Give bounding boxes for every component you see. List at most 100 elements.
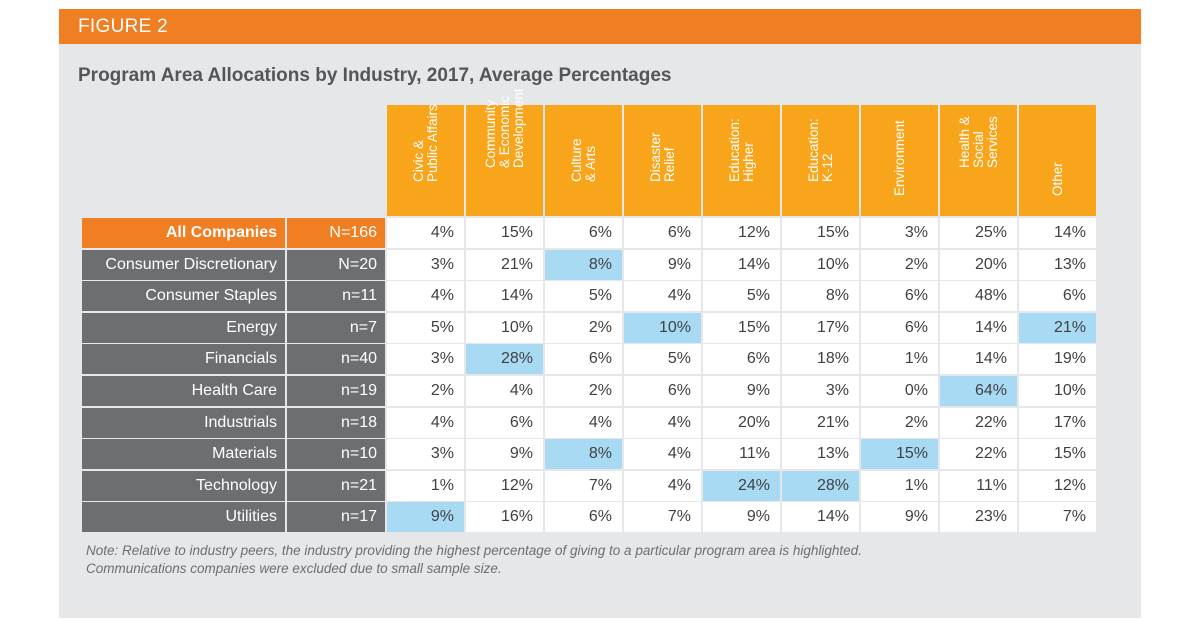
value-cell: 20% [703, 407, 780, 438]
value-cell: 4% [387, 218, 464, 248]
row-label: Energy [82, 312, 285, 343]
column-header: Disaster Relief [624, 105, 703, 216]
value-cell-highlighted: 28% [466, 344, 543, 375]
value-cell: 6% [545, 344, 622, 375]
column-header-label: Disaster Relief [647, 132, 677, 182]
row-sample-size: N=166 [287, 218, 385, 248]
value-cell: 10% [466, 312, 543, 343]
value-cell: 15% [1019, 439, 1096, 470]
value-cell: 4% [387, 281, 464, 312]
value-cell: 7% [624, 502, 701, 533]
value-cell: 14% [703, 249, 780, 280]
value-cell: 4% [624, 470, 701, 501]
column-header-label: Health & Social Services [956, 116, 1000, 168]
value-cell: 4% [624, 281, 701, 312]
value-cell: 4% [387, 407, 464, 438]
value-cell: 4% [624, 439, 701, 470]
value-cell: 14% [782, 502, 859, 533]
figure-panel: FIGURE 2 Program Area Allocations by Ind… [59, 9, 1141, 618]
chart-title: Program Area Allocations by Industry, 20… [78, 65, 672, 86]
value-cell: 23% [940, 502, 1017, 533]
allocation-table: Civic & Public Affairs Community & Economic… [82, 88, 1098, 533]
value-cell: 13% [1019, 249, 1096, 280]
column-header: Culture & Arts [545, 105, 624, 216]
value-cell: 11% [703, 439, 780, 470]
value-cell-highlighted: 8% [545, 439, 622, 470]
value-cell: 15% [782, 218, 859, 248]
note-line-2: Communications companies were excluded d… [86, 561, 502, 576]
value-cell: 19% [1019, 344, 1096, 375]
row-sample-size: N=20 [287, 249, 385, 280]
column-header: Environment [861, 105, 940, 216]
value-cell: 12% [1019, 470, 1096, 501]
value-cell: 12% [703, 218, 780, 248]
column-header: Other [1019, 105, 1098, 216]
value-cell: 1% [387, 470, 464, 501]
column-header-label: Education: Higher [726, 118, 756, 182]
value-cell-highlighted: 15% [861, 439, 938, 470]
value-cell: 6% [624, 218, 701, 248]
row-sample-size: n=17 [287, 502, 385, 533]
value-cell: 3% [387, 249, 464, 280]
value-cell: 6% [1019, 281, 1096, 312]
value-cell: 15% [466, 218, 543, 248]
value-cell: 18% [782, 344, 859, 375]
value-cell: 2% [861, 249, 938, 280]
value-cell: 6% [545, 502, 622, 533]
column-header-label: Education: K-12 [805, 118, 835, 182]
value-cell: 0% [861, 376, 938, 406]
value-cell: 17% [1019, 407, 1096, 438]
row-label: Consumer Staples [82, 281, 285, 312]
value-cell: 1% [861, 344, 938, 375]
value-cell-highlighted: 64% [940, 376, 1017, 406]
row-sample-size: n=40 [287, 344, 385, 375]
value-cell: 10% [1019, 376, 1096, 406]
value-cell: 3% [387, 344, 464, 375]
value-cell: 6% [703, 344, 780, 375]
value-cell: 8% [782, 281, 859, 312]
value-cell: 9% [466, 439, 543, 470]
value-cell: 2% [545, 312, 622, 343]
value-cell: 10% [782, 249, 859, 280]
column-header: Civic & Public Affairs [387, 104, 466, 216]
value-cell: 4% [545, 407, 622, 438]
row-label: Utilities [82, 502, 285, 533]
row-sample-size: n=11 [287, 281, 385, 312]
note-line-1: Note: Relative to industry peers, the in… [86, 543, 862, 558]
row-label: All Companies [82, 218, 285, 248]
column-header: Education: K-12 [782, 105, 861, 216]
value-cell: 48% [940, 281, 1017, 312]
value-cell: 3% [782, 376, 859, 406]
value-cell: 22% [940, 439, 1017, 470]
value-cell: 2% [861, 407, 938, 438]
value-cell-highlighted: 24% [703, 470, 780, 501]
row-sample-size: n=10 [287, 439, 385, 470]
column-header-label: Other [1049, 162, 1065, 196]
column-header-label: Community & Economic Development [482, 88, 526, 168]
table-note: Note: Relative to industry peers, the in… [86, 542, 1126, 578]
value-cell: 14% [940, 344, 1017, 375]
value-cell: 11% [940, 470, 1017, 501]
value-cell: 9% [703, 376, 780, 406]
value-cell: 16% [466, 502, 543, 533]
value-cell: 14% [466, 281, 543, 312]
value-cell: 6% [545, 218, 622, 248]
row-sample-size: n=18 [287, 407, 385, 438]
row-label: Industrials [82, 407, 285, 438]
column-header-label: Civic & Public Affairs [410, 104, 440, 182]
row-label: Materials [82, 439, 285, 470]
column-header-label: Culture & Arts [568, 138, 598, 182]
value-cell: 17% [782, 312, 859, 343]
value-cell: 9% [861, 502, 938, 533]
value-cell: 6% [624, 376, 701, 406]
figure-label: FIGURE 2 [59, 9, 1141, 44]
value-cell: 4% [624, 407, 701, 438]
value-cell: 25% [940, 218, 1017, 248]
value-cell: 2% [387, 376, 464, 406]
value-cell: 20% [940, 249, 1017, 280]
value-cell: 2% [545, 376, 622, 406]
row-sample-size: n=19 [287, 376, 385, 406]
value-cell: 21% [466, 249, 543, 280]
value-cell: 9% [703, 502, 780, 533]
value-cell: 3% [861, 218, 938, 248]
